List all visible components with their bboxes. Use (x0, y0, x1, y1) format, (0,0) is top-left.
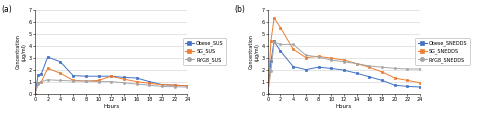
X-axis label: Hours: Hours (103, 104, 120, 109)
Legend: Obese_SNEDDS, SG_SNEDDS, RYG8_SNEDDS: Obese_SNEDDS, SG_SNEDDS, RYG8_SNEDDS (416, 38, 470, 65)
Y-axis label: Concentration
(μg/ml): Concentration (μg/ml) (16, 34, 26, 69)
Text: (b): (b) (234, 5, 245, 14)
Text: (a): (a) (2, 5, 12, 14)
Legend: Obese_SUS, SG_SUS, RYG8_SUS: Obese_SUS, SG_SUS, RYG8_SUS (182, 38, 226, 65)
X-axis label: Hours: Hours (336, 104, 352, 109)
Y-axis label: Concentration
(μg/ml): Concentration (μg/ml) (248, 34, 260, 69)
